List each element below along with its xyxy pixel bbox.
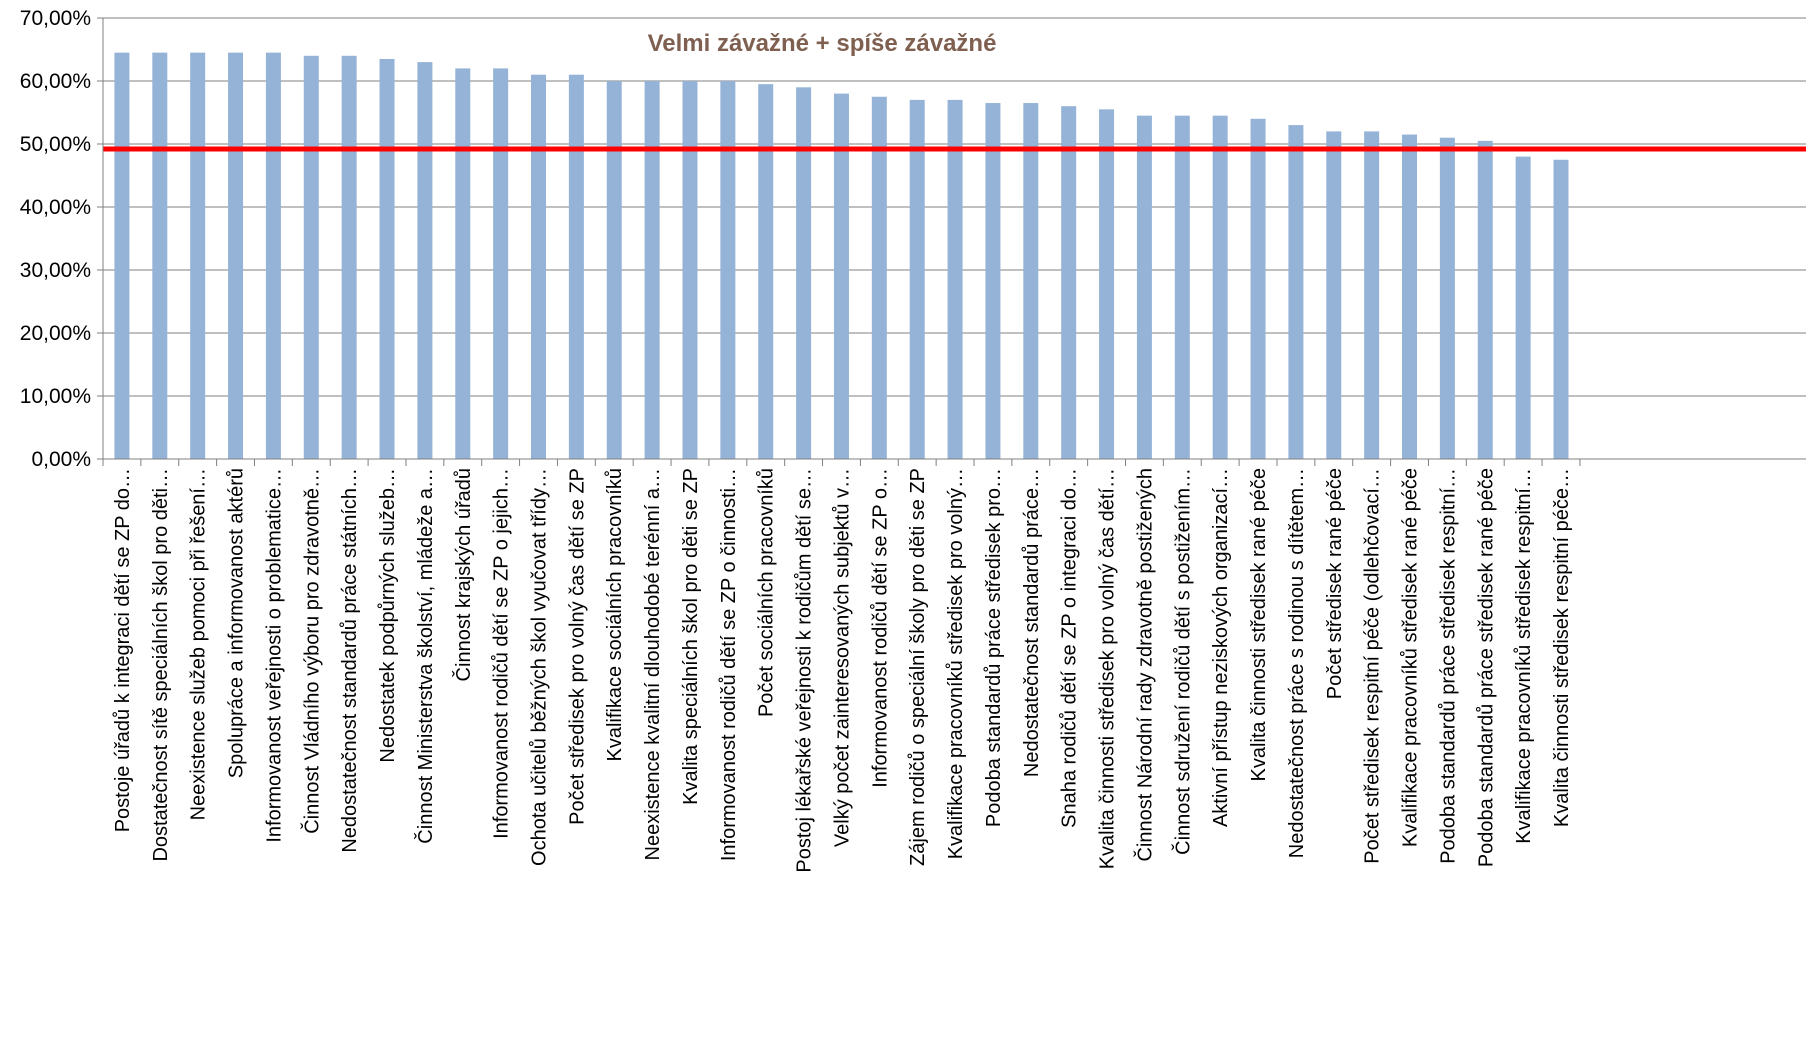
bar [720,81,736,459]
bar [985,103,1001,460]
bar [303,55,319,460]
bar [909,99,925,460]
x-tick-label: Nedostatečnost práce s rodinou s dítětem… [1286,468,1308,858]
y-tick-label: 20,00% [20,322,91,345]
x-tick-label: Počet sociálních pracovníků [756,468,778,717]
bar [1402,134,1418,460]
x-tick-label: Počet středisek rané péče [1324,468,1346,699]
y-tick-label: 40,00% [20,196,91,219]
bar [758,84,774,460]
x-tick-label: Kvalita speciálních škol pro děti se ZP [680,468,702,805]
bar [833,93,849,459]
x-tick-label: Neexistence kvalitní dlouhodobé terénní … [642,468,664,860]
x-tick-label: Činnost Národní rady zdravotně postižený… [1133,468,1156,862]
bar [379,58,395,459]
x-tick-label: Informovanost rodičů dětí se ZP o jejich… [491,468,513,839]
bar [152,52,168,460]
bar [228,52,244,460]
bar [1023,103,1039,460]
bar [417,62,433,459]
bar [531,74,547,459]
y-tick-label: 60,00% [20,70,91,93]
x-tick-label: Zájem rodičů o speciální školy pro děti … [907,468,929,866]
bar [493,68,509,460]
bar [682,81,698,459]
x-tick-label: Kvalita činnosti středisek rané péče [1248,468,1270,782]
x-tick-label: Velký počet zainteresovaných subjektů v… [831,468,853,847]
bar [1250,118,1266,460]
x-tick-label: Činnost Ministerstva školství, mládeže a… [414,468,437,844]
y-tick-label: 10,00% [20,385,91,408]
x-tick-label: Kvalifikace pracovníků středisek rané pé… [1400,468,1422,847]
x-tick-label: Činnost Vládního výboru pro zdravotně… [300,468,323,834]
x-tick-label: Podoba standardů práce středisek rané pé… [1475,468,1497,867]
bar [644,81,660,459]
x-tick-label: Kvalifikace pracovníků středisek respitn… [1513,468,1535,844]
x-tick-label: Informovanost rodičů dětí se ZP o činnos… [718,468,740,861]
x-tick-label: Spolupráce a informovanost aktérů [226,468,248,778]
bar [265,52,281,460]
x-tick-label: Informovanost rodičů dětí se ZP o… [869,468,891,788]
bar [871,96,887,459]
x-tick-label: Aktivní přístup neziskových organizací… [1210,468,1232,827]
bar [1477,140,1493,459]
bar [947,99,963,460]
x-tick-label: Dostatečnost sítě speciálních škol pro d… [150,468,172,862]
bar [190,52,206,460]
x-tick-label: Snaha rodičů dětí se ZP o integraci do… [1059,468,1081,828]
bar [1136,115,1152,460]
bar [1364,131,1380,459]
x-tick-label: Nedostatek podpůrných služeb… [377,468,399,763]
bar [1061,106,1077,459]
bar [341,55,357,460]
x-tick-label: Činnost krajských úřadů [452,468,475,681]
x-tick-label: Neexistence služeb pomoci při řešení… [188,468,210,820]
y-axis-tick-labels: 0,00% 10,00% 20,00% 30,00% 40,00% 50,00% 60,00… [20,7,91,471]
x-tick-label: Ochota učitelů běžných škol vyučovat tří… [529,468,551,866]
x-tick-label: Podoba standardů práce středisek respitn… [1437,468,1459,864]
x-tick-label: Počet středisek respitní péče (odlehčova… [1362,468,1384,864]
bar [1439,137,1455,459]
bar [1515,156,1531,459]
x-tick-label: Nedostatečnost standardů práce… [1021,468,1043,777]
bar [1553,159,1569,459]
y-tick-label: 70,00% [20,7,91,30]
x-tick-label: Kvalifikace pracovníků středisek pro vol… [945,468,967,859]
x-tick-label: Podoba standardů práce středisek pro… [983,468,1005,827]
axes [97,17,1806,466]
bar [455,68,471,460]
x-tick-label: Informovanost veřejnosti o problematice… [263,468,285,843]
bar [1099,109,1115,459]
bar [1326,131,1342,459]
x-axis-tick-labels: Postoje úřadů k integraci dětí se ZP do…… [112,468,1573,873]
bar [1288,125,1304,459]
bar [568,74,584,459]
bar [796,87,812,460]
x-tick-label: Nedostatečnost standardů práce státních… [339,468,361,853]
x-tick-label: Kvalita činnosti středisek pro volný čas… [1097,468,1119,869]
x-tick-label: Postoj lékařské veřejnosti k rodičům dět… [794,468,816,873]
x-tick-label: Postoje úřadů k integraci dětí se ZP do… [112,468,134,832]
x-tick-label: Počet středisek pro volný čas dětí se ZP [566,468,588,825]
bar [1212,115,1228,460]
bar [606,81,622,459]
chart-title: Velmi závažné + spíše závažné [648,30,997,57]
x-tick-label: Kvalita činnosti středisek respitní péče… [1551,468,1573,827]
y-tick-label: 50,00% [20,133,91,156]
bar [114,52,130,460]
y-tick-label: 30,00% [20,259,91,282]
x-tick-label: Kvalifikace sociálních pracovníků [604,468,626,761]
bars [114,52,1569,460]
y-tick-label: 0,00% [31,448,91,471]
x-tick-label: Činnost sdružení rodičů dětí s postižení… [1171,468,1194,855]
bar [1174,115,1190,460]
